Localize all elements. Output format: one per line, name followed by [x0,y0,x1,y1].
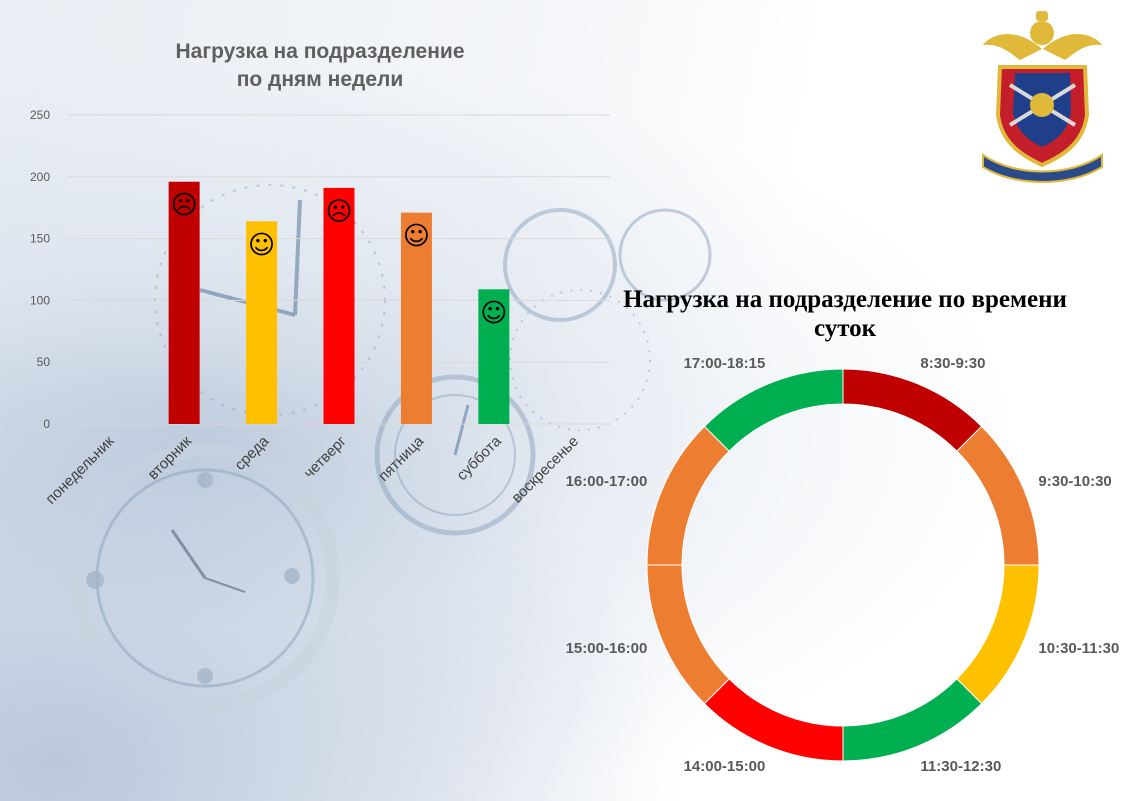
bar-chart: 050100150200250понедельник☹вторник☺среда… [30,108,610,508]
police-emblem-icon [982,11,1103,183]
donut-slice-label: 9:30-10:30 [1038,473,1112,491]
bar-chart-title: Нагрузка на подразделение по дням недели [100,38,540,94]
y-tick-label: 250 [30,108,50,122]
donut-slice-4 [703,678,844,762]
bar-marker-3: ☹ [325,197,352,227]
donut-slice-2 [956,564,1040,705]
donut-slice-label: 14:00-15:00 [683,757,766,775]
donut-chart-title: Нагрузка на подразделение по времени сут… [590,285,1100,343]
y-tick-label: 200 [30,170,50,184]
bar-chart-title-line-1: Нагрузка на подразделение [175,40,465,63]
bar-5 [478,289,510,424]
donut-slice-label: 16:00-17:00 [565,473,648,491]
donut-chart-title-line-1: Нагрузка на подразделение по времени [623,286,1067,313]
bar-marker-5: ☺ [480,298,507,328]
donut-slice-label: 15:00-16:00 [565,639,648,657]
y-tick-label: 50 [37,355,51,369]
donut-slice-1 [956,425,1040,566]
bar-marker-4: ☺ [403,222,430,252]
y-tick-label: 150 [30,232,50,246]
bar-marker-2: ☺ [248,230,275,260]
donut-slice-0 [842,368,983,452]
y-tick-label: 0 [43,417,50,431]
bar-4 [400,212,432,424]
bar-3 [323,187,355,424]
bar-chart-title-line-2: по дням недели [236,68,404,91]
donut-slice-7 [703,368,844,452]
donut-slice-6 [646,425,730,566]
donut-slice-label: 17:00-18:15 [683,355,766,373]
donut-slice-3 [842,678,983,762]
bar-marker-1: ☹ [171,191,198,221]
donut-slice-label: 10:30-11:30 [1038,639,1120,657]
y-tick-label: 100 [30,293,50,307]
donut-slice-label: 11:30-12:30 [920,757,1002,775]
bar-2 [246,221,278,424]
donut-chart-title-line-2: суток [813,315,877,342]
bar-1 [168,181,200,424]
donut-slice-5 [646,564,730,705]
donut-slice-label: 8:30-9:30 [920,355,986,373]
